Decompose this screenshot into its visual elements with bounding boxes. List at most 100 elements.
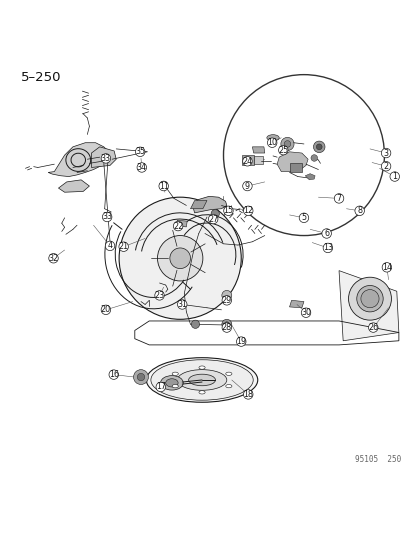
Text: 10: 10	[266, 138, 277, 147]
Text: 3: 3	[383, 149, 388, 158]
Circle shape	[313, 141, 324, 152]
Polygon shape	[254, 156, 262, 164]
Circle shape	[101, 154, 110, 163]
Circle shape	[159, 181, 167, 189]
Text: 34: 34	[136, 163, 147, 172]
Text: 28: 28	[221, 323, 231, 332]
Circle shape	[109, 370, 118, 379]
Text: 95105  250: 95105 250	[354, 455, 400, 464]
Circle shape	[310, 155, 317, 161]
Ellipse shape	[199, 391, 205, 394]
Text: 33: 33	[101, 154, 111, 163]
Ellipse shape	[225, 372, 231, 375]
Circle shape	[381, 263, 391, 272]
Text: 11: 11	[158, 182, 168, 190]
Circle shape	[154, 290, 164, 300]
Text: 24: 24	[242, 157, 252, 166]
Text: 30: 30	[300, 308, 310, 317]
Text: 35: 35	[135, 147, 145, 156]
Polygon shape	[252, 147, 264, 153]
Circle shape	[169, 248, 190, 269]
Text: 12: 12	[242, 206, 253, 215]
Circle shape	[243, 206, 252, 215]
Ellipse shape	[150, 360, 253, 400]
Circle shape	[105, 241, 114, 251]
Text: 31: 31	[177, 300, 187, 309]
Circle shape	[177, 300, 187, 309]
Circle shape	[157, 236, 202, 281]
Circle shape	[333, 193, 343, 203]
Polygon shape	[176, 220, 187, 227]
Circle shape	[280, 138, 293, 150]
Polygon shape	[289, 300, 303, 308]
Circle shape	[323, 243, 332, 253]
Text: 25: 25	[278, 146, 288, 155]
Polygon shape	[48, 143, 110, 176]
Text: 8: 8	[356, 206, 361, 215]
Circle shape	[299, 213, 308, 223]
Circle shape	[380, 148, 390, 158]
Circle shape	[242, 157, 252, 166]
Polygon shape	[190, 200, 206, 209]
Circle shape	[348, 277, 391, 320]
Circle shape	[119, 197, 241, 319]
Circle shape	[356, 286, 382, 312]
Circle shape	[243, 390, 252, 399]
Text: 33: 33	[102, 213, 112, 222]
Ellipse shape	[160, 376, 183, 390]
Circle shape	[267, 138, 276, 148]
Circle shape	[137, 163, 146, 172]
Circle shape	[137, 373, 145, 381]
Text: 18: 18	[243, 390, 253, 399]
Circle shape	[191, 320, 199, 328]
Text: 17: 17	[155, 383, 166, 391]
Circle shape	[354, 206, 363, 215]
Circle shape	[224, 322, 229, 327]
Text: 14: 14	[381, 263, 391, 272]
Text: 5: 5	[301, 213, 306, 222]
Ellipse shape	[225, 384, 231, 388]
Circle shape	[360, 289, 378, 308]
Circle shape	[301, 308, 310, 318]
Text: 9: 9	[244, 182, 249, 190]
Ellipse shape	[146, 358, 257, 402]
Text: 1: 1	[391, 172, 396, 181]
Polygon shape	[91, 147, 116, 167]
Text: 21: 21	[118, 242, 128, 251]
Circle shape	[221, 323, 231, 332]
Polygon shape	[304, 174, 314, 180]
Circle shape	[49, 254, 58, 263]
Polygon shape	[242, 155, 254, 165]
Text: 29: 29	[221, 296, 231, 305]
Polygon shape	[338, 271, 398, 341]
Text: 6: 6	[323, 229, 328, 238]
Text: 4: 4	[107, 241, 112, 251]
Text: 23: 23	[154, 291, 164, 300]
Ellipse shape	[266, 135, 278, 141]
Circle shape	[223, 206, 233, 215]
Ellipse shape	[188, 374, 215, 386]
Circle shape	[102, 212, 112, 222]
Circle shape	[133, 370, 148, 384]
Text: 32: 32	[48, 254, 58, 263]
Text: 13: 13	[322, 244, 332, 253]
Ellipse shape	[172, 384, 178, 388]
Circle shape	[156, 382, 165, 392]
Circle shape	[316, 144, 321, 150]
Circle shape	[211, 209, 219, 218]
Text: 7: 7	[336, 194, 341, 203]
Circle shape	[208, 214, 217, 224]
Text: 27: 27	[208, 215, 218, 223]
Circle shape	[221, 290, 231, 300]
Circle shape	[389, 172, 399, 181]
Circle shape	[119, 242, 128, 252]
Polygon shape	[58, 180, 89, 192]
Circle shape	[236, 337, 245, 346]
Circle shape	[278, 146, 287, 155]
Polygon shape	[289, 163, 301, 172]
Circle shape	[364, 294, 374, 304]
Circle shape	[223, 75, 384, 236]
Ellipse shape	[165, 379, 178, 387]
Circle shape	[283, 141, 290, 147]
Text: 15: 15	[223, 206, 233, 215]
